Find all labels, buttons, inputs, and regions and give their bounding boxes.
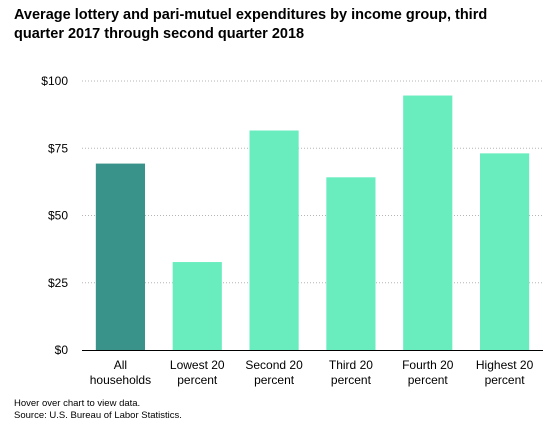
bar[interactable] bbox=[326, 177, 376, 350]
y-tick-label: $75 bbox=[48, 141, 68, 155]
x-tick-label: Highest 20 bbox=[476, 358, 534, 372]
bar[interactable] bbox=[95, 163, 146, 350]
bar[interactable] bbox=[249, 130, 299, 350]
x-tick-label: percent bbox=[331, 373, 372, 387]
x-tick-label: percent bbox=[408, 373, 449, 387]
x-tick-label: Fourth 20 bbox=[402, 358, 454, 372]
source-note: Source: U.S. Bureau of Labor Statistics. bbox=[14, 410, 182, 421]
x-tick-label: Second 20 bbox=[245, 358, 303, 372]
bars bbox=[95, 95, 530, 350]
y-gridlines bbox=[82, 80, 543, 284]
x-tick-label: All bbox=[114, 358, 127, 372]
x-tick-label: percent bbox=[485, 373, 526, 387]
hover-note: Hover over chart to view data. bbox=[14, 398, 141, 409]
x-tick-label: Third 20 bbox=[329, 358, 373, 372]
x-tick-label: households bbox=[90, 373, 151, 387]
x-tick-label: Lowest 20 bbox=[170, 358, 225, 372]
y-tick-label: $0 bbox=[55, 343, 69, 357]
bar[interactable] bbox=[479, 153, 530, 350]
x-tick-label: percent bbox=[254, 373, 295, 387]
y-tick-label: $25 bbox=[48, 276, 68, 290]
bar[interactable] bbox=[172, 262, 222, 350]
bar[interactable] bbox=[403, 95, 453, 350]
y-tick-label: $100 bbox=[41, 74, 68, 88]
y-tick-labels: $0 $25 $50 $75 $100 bbox=[41, 74, 68, 357]
x-tick-label: percent bbox=[177, 373, 218, 387]
chart-title: Average lottery and pari-mutuel expendit… bbox=[14, 7, 488, 42]
y-tick-label: $50 bbox=[48, 209, 68, 223]
